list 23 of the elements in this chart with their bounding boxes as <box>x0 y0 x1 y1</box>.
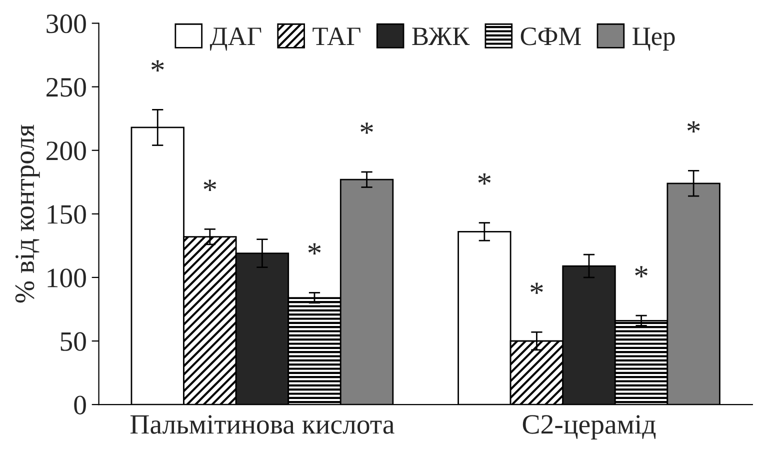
data-label: * <box>687 121 700 132</box>
x-tick-label: Пальмітинова кислота <box>130 415 394 434</box>
data-label: * <box>204 180 216 191</box>
data-label: * <box>360 122 373 134</box>
x-tick-label: С2-церамід <box>522 415 656 440</box>
legend-label: ТАГ <box>312 28 360 45</box>
data-label: * <box>151 60 164 72</box>
data-label: * <box>635 266 648 278</box>
y-tick-label: 300 <box>46 14 86 34</box>
legend-label: ВЖК <box>412 28 470 46</box>
y-tick-label: 0 <box>74 396 86 414</box>
y-tick-label: 150 <box>48 205 86 224</box>
y-tick-label: 200 <box>46 142 86 160</box>
y-tick-label: 50 <box>60 332 86 351</box>
legend-label: Цер <box>632 28 675 51</box>
legend-label: ДАГ <box>210 28 262 51</box>
y-tick-label: 250 <box>46 78 86 97</box>
data-label: * <box>478 173 491 185</box>
y-tick-label: 100 <box>48 268 86 288</box>
y-axis-title: % від контроля <box>15 124 40 303</box>
data-label: * <box>530 282 543 294</box>
data-label: * <box>308 243 321 255</box>
legend-label: СФМ <box>520 27 581 46</box>
